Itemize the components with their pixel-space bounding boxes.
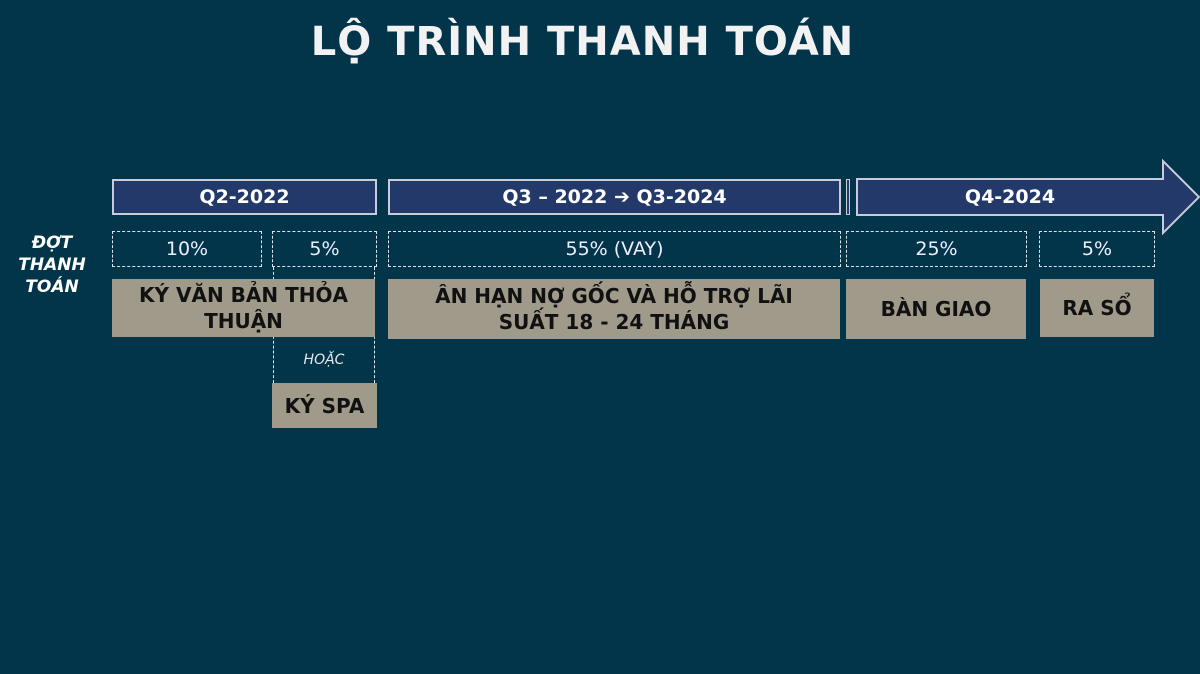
timeline-break	[846, 179, 850, 215]
period-q4-2024: Q4-2024	[964, 186, 1056, 208]
milestone-handover: BÀN GIAO	[846, 279, 1026, 339]
timeline-arrow	[856, 158, 1200, 236]
period-q3-2022-q3-2024: Q3 – 2022 ➔ Q3-2024	[388, 179, 841, 215]
alternative-label: HOẶC	[303, 352, 345, 368]
milestone-title-deed: RA SỔ	[1040, 279, 1154, 337]
page-title: LỘ TRÌNH THANH TOÁN	[310, 19, 855, 65]
payment-5-first: 5%	[272, 231, 377, 267]
payment-55-loan: 55% (VAY)	[388, 231, 841, 267]
period-q2-2022: Q2-2022	[112, 179, 377, 215]
milestone-agreement: KÝ VĂN BẢN THỎA THUẬN	[112, 279, 375, 337]
milestone-grace-period: ÂN HẠN NỢ GỐC VÀ HỖ TRỢ LÃI SUẤT 18 - 24…	[388, 279, 840, 339]
payment-10: 10%	[112, 231, 262, 267]
payment-5-last: 5%	[1039, 231, 1155, 267]
payment-25: 25%	[846, 231, 1027, 267]
row-label: ĐỢT THANH TOÁN	[18, 233, 86, 297]
milestone-spa: KÝ SPA	[272, 383, 377, 428]
